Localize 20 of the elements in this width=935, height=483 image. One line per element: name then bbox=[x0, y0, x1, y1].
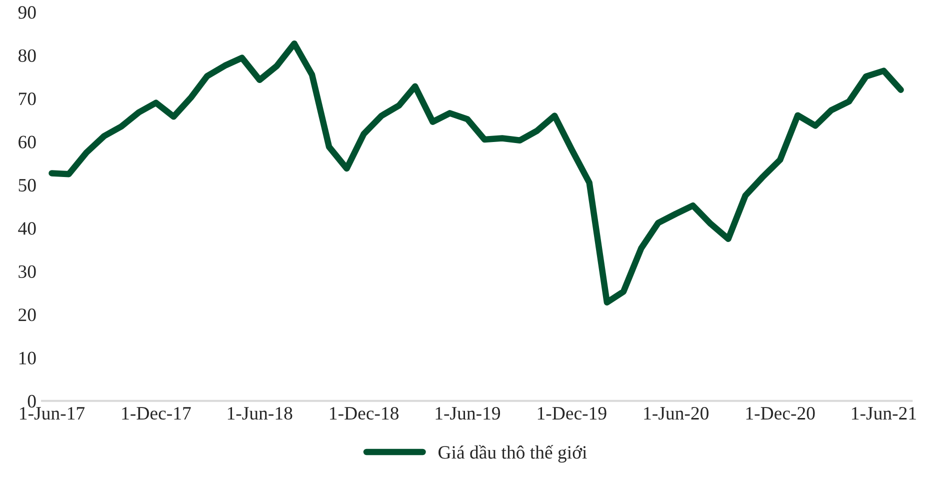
y-tick-label: 10 bbox=[19, 352, 36, 364]
legend-label: Giá dầu thô thế giới bbox=[438, 444, 587, 463]
x-tick-label: 1-Dec-17 bbox=[122, 407, 191, 420]
x-tick-label: 1-Jun-19 bbox=[436, 407, 500, 420]
x-tick-label: 1-Jun-20 bbox=[644, 406, 708, 420]
y-tick-label: 60 bbox=[18, 136, 36, 148]
y-tick-label: 90 bbox=[18, 6, 36, 19]
x-tick-label: 1-Jun-17 bbox=[20, 407, 85, 420]
x-tick-label: 1-Jun-21 bbox=[852, 407, 916, 420]
y-tick-label: 80 bbox=[18, 49, 36, 62]
y-tick-label: 40 bbox=[18, 222, 36, 235]
y-tick-label: 70 bbox=[19, 92, 36, 106]
y-tick-label: 20 bbox=[18, 308, 36, 322]
y-tick-label: 0 bbox=[28, 394, 36, 408]
y-tick-label: 30 bbox=[18, 265, 36, 278]
y-tick-label: 50 bbox=[18, 178, 36, 192]
x-tick-label: 1-Dec-18 bbox=[330, 406, 398, 420]
x-tick-label: 1-Dec-19 bbox=[538, 407, 606, 420]
x-tick-label: 1-Dec-20 bbox=[746, 406, 815, 420]
x-tick-label: 1-Jun-18 bbox=[228, 406, 292, 420]
